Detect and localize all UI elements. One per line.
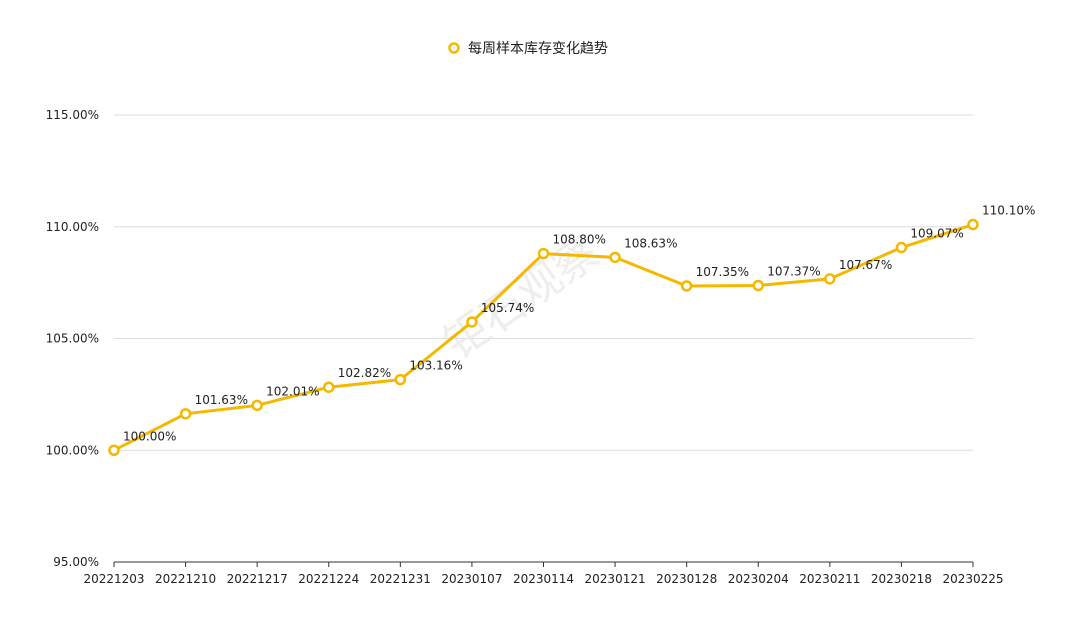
data-point <box>895 241 908 254</box>
legend[interactable]: 每周样本库存变化趋势 <box>448 41 609 57</box>
y-tick-label: 100.00% <box>46 443 99 457</box>
watermark: 钜石观察 <box>435 227 608 370</box>
data-label: 100.00% <box>123 429 176 443</box>
data-label: 102.82% <box>338 366 391 380</box>
x-tick-label: 20221203 <box>83 572 144 586</box>
x-tick-label: 20221231 <box>370 572 431 586</box>
data-point <box>537 247 550 260</box>
x-tick-label: 20230211 <box>799 572 860 586</box>
x-tick-label: 20230225 <box>942 572 1003 586</box>
legend-label: 每周样本库存变化趋势 <box>468 41 608 57</box>
data-label: 107.67% <box>839 258 892 272</box>
y-tick-label: 110.00% <box>46 220 99 234</box>
y-tick-label: 115.00% <box>46 108 99 122</box>
data-label: 101.63% <box>195 393 248 407</box>
x-tick-label: 20230107 <box>441 572 502 586</box>
data-label: 105.74% <box>481 301 534 315</box>
x-tick-label: 20221217 <box>227 572 288 586</box>
x-tick-label: 20230114 <box>513 572 574 586</box>
x-tick-label: 20230218 <box>871 572 932 586</box>
axis-layer: 95.00% 100.00% 105.00% 110.00% 115.00% 202212… <box>46 108 1004 586</box>
legend-marker-icon <box>448 42 460 54</box>
y-tick-label: 105.00% <box>46 332 99 346</box>
data-point <box>466 316 478 328</box>
data-point <box>394 373 407 386</box>
data-point <box>251 399 263 412</box>
x-tick-label: 20230128 <box>656 572 717 586</box>
data-point <box>609 251 621 264</box>
data-label: 107.35% <box>696 265 749 279</box>
x-tick-label: 20230204 <box>728 572 789 586</box>
y-tick-label: 95.00% <box>53 555 99 569</box>
data-label: 108.80% <box>553 233 606 247</box>
x-tick-label: 20221210 <box>155 572 216 586</box>
x-tick-label: 20221224 <box>298 572 359 586</box>
data-point <box>108 444 120 456</box>
data-label: 110.10% <box>982 204 1035 218</box>
data-label: 108.63% <box>624 236 677 250</box>
data-point <box>967 218 979 231</box>
grid-layer <box>114 114 973 451</box>
data-label: 107.37% <box>767 265 820 279</box>
series-layer <box>108 218 979 456</box>
data-point <box>680 280 693 292</box>
data-point <box>179 408 192 420</box>
data-point <box>323 381 335 393</box>
data-label: 109.07% <box>910 227 963 241</box>
data-point <box>824 273 836 285</box>
data-label-layer: 100.00% 101.63% 102.01% 102.82% 103.16% 105.7… <box>123 204 1035 444</box>
x-tick-label: 20230121 <box>585 572 646 586</box>
data-label: 103.16% <box>409 359 462 373</box>
data-point <box>752 279 764 292</box>
data-label: 102.01% <box>266 384 319 398</box>
